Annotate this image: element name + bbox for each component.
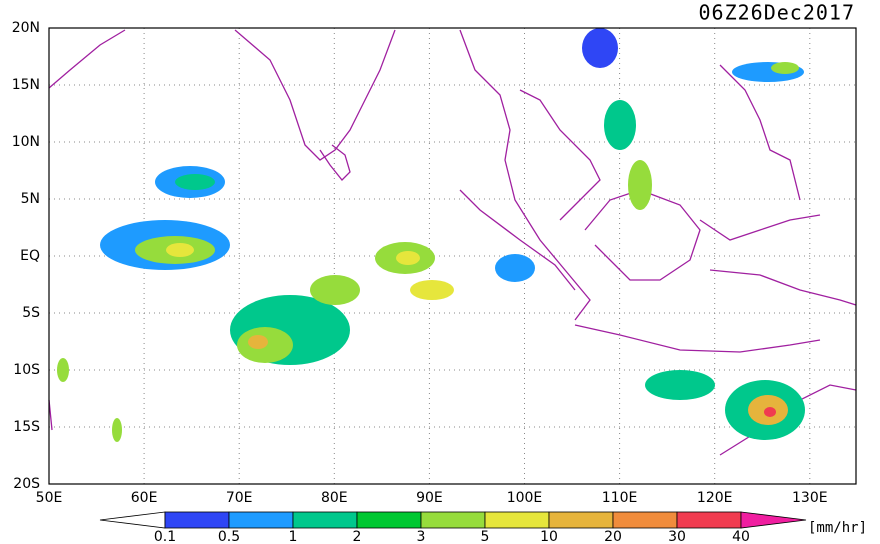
- colorbar-segment: [420, 511, 486, 529]
- colorbar-min-arrow: [99, 511, 166, 529]
- colorbar-label: 30: [668, 529, 686, 544]
- rain-cell: [166, 243, 194, 257]
- lon-label: 100E: [507, 490, 543, 506]
- rain-cell: [57, 358, 69, 382]
- colorbar-segment: [164, 511, 230, 529]
- lon-label: 120E: [697, 490, 733, 506]
- lat-label: 10N: [12, 134, 40, 150]
- rain-cell: [582, 28, 618, 68]
- colorbar-unit: [mm/hr]: [808, 520, 867, 536]
- rain-cell: [645, 370, 715, 400]
- rain-cell: [396, 251, 420, 265]
- map-title: 06Z26Dec2017: [699, 1, 856, 25]
- colorbar-segment: [612, 511, 678, 529]
- rain-cell: [310, 275, 360, 305]
- colorbar: 0.1 0.5 1 2 3 5 10 20 30 40 [mm/hr]: [99, 511, 867, 544]
- coastlines: [48, 29, 857, 456]
- lat-label: 20S: [13, 476, 40, 492]
- colorbar-label: 40: [732, 529, 750, 544]
- coastline: [319, 144, 351, 181]
- colorbar-max-arrow: [740, 511, 807, 529]
- lat-label: 15S: [13, 419, 40, 435]
- rain-cell: [410, 280, 454, 300]
- lon-label: 50E: [36, 490, 63, 506]
- colorbar-label: 3: [417, 529, 426, 544]
- lat-label: 20N: [12, 20, 40, 36]
- coastline: [574, 64, 821, 353]
- colorbar-segment: [356, 511, 422, 529]
- lat-label: 10S: [13, 362, 40, 378]
- colorbar-segment: [676, 511, 742, 529]
- lon-label: 130E: [792, 490, 828, 506]
- lon-label: 70E: [226, 490, 253, 506]
- rain-cell: [628, 160, 652, 210]
- coastline: [459, 29, 601, 321]
- lat-label: 5S: [22, 305, 40, 321]
- colorbar-label: 20: [604, 529, 622, 544]
- lon-label: 90E: [416, 490, 443, 506]
- colorbar-label: 10: [540, 529, 558, 544]
- colorbar-segment: [228, 511, 294, 529]
- precipitation: [57, 28, 805, 442]
- colorbar-label: 1: [289, 529, 298, 544]
- colorbar-segment: [292, 511, 358, 529]
- colorbar-label: 2: [353, 529, 362, 544]
- rain-cell: [175, 174, 215, 190]
- rain-cell: [112, 418, 122, 442]
- colorbar-segment: [548, 511, 614, 529]
- lon-label: 60E: [131, 490, 158, 506]
- colorbar-segment: [484, 511, 550, 529]
- colorbar-label: 0.5: [218, 529, 240, 544]
- rain-cell: [771, 62, 799, 74]
- rain-cell: [764, 407, 776, 417]
- rain-cell: [604, 100, 636, 150]
- coastline: [48, 29, 396, 161]
- lat-label: EQ: [20, 248, 40, 264]
- colorbar-label: 0.1: [154, 529, 176, 544]
- map-frame: [48, 27, 857, 485]
- coastline: [459, 189, 701, 291]
- rain-cell: [495, 254, 535, 282]
- lon-label: 80E: [321, 490, 348, 506]
- colorbar-label: 5: [481, 529, 490, 544]
- lon-label: 110E: [602, 490, 638, 506]
- lat-label: 5N: [21, 191, 40, 207]
- rain-cell: [248, 335, 268, 349]
- lat-label: 15N: [12, 77, 40, 93]
